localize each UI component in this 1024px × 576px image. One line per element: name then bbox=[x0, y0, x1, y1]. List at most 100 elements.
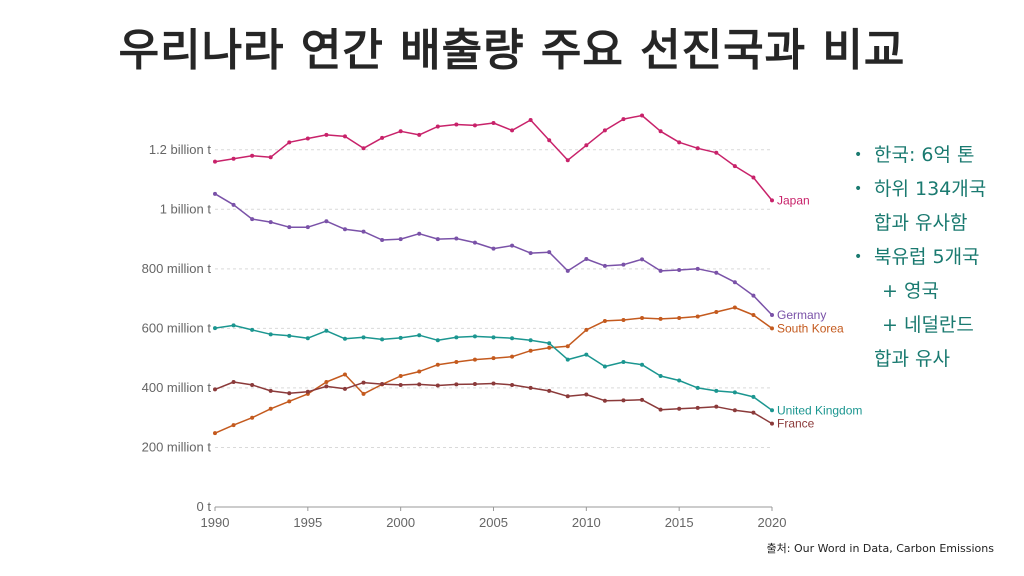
data-point bbox=[547, 341, 552, 346]
data-point bbox=[250, 382, 255, 387]
note-item-continued: + 영국 bbox=[852, 274, 1022, 308]
data-point bbox=[250, 327, 255, 332]
data-point bbox=[398, 335, 403, 340]
data-point bbox=[770, 312, 774, 317]
data-point bbox=[714, 150, 719, 155]
data-point bbox=[695, 146, 700, 151]
data-point bbox=[454, 335, 459, 340]
series-label-united-kingdom: United Kingdom bbox=[777, 403, 862, 417]
data-point bbox=[472, 382, 477, 387]
data-point bbox=[677, 406, 682, 411]
data-point bbox=[380, 135, 385, 140]
data-point bbox=[732, 390, 737, 395]
data-point bbox=[287, 225, 292, 230]
note-item: • 한국: 6억 톤 bbox=[852, 138, 1022, 172]
data-point bbox=[213, 326, 217, 331]
data-point bbox=[602, 128, 607, 133]
series-line-japan bbox=[214, 114, 773, 201]
chart-axes bbox=[214, 506, 773, 511]
data-point bbox=[547, 250, 552, 255]
data-point bbox=[417, 231, 422, 236]
data-point bbox=[714, 404, 719, 409]
data-point bbox=[250, 415, 255, 420]
data-point bbox=[491, 335, 496, 340]
data-point bbox=[324, 219, 329, 224]
data-point bbox=[584, 327, 589, 332]
data-point bbox=[268, 155, 273, 160]
data-point bbox=[751, 312, 756, 317]
data-point bbox=[770, 408, 774, 413]
data-point bbox=[398, 237, 403, 242]
data-point bbox=[751, 293, 756, 298]
data-point bbox=[324, 384, 329, 389]
data-point bbox=[231, 323, 236, 328]
data-point bbox=[324, 379, 329, 384]
data-point bbox=[435, 338, 440, 343]
data-point bbox=[695, 385, 700, 390]
data-point bbox=[361, 391, 366, 396]
y-axis-labels: 0 t 200 million t 400 million t 600 million… bbox=[142, 142, 212, 514]
data-point bbox=[677, 315, 682, 320]
data-point bbox=[305, 336, 310, 341]
data-point bbox=[565, 158, 570, 163]
page-title: 우리나라 연간 배출량 주요 선진국과 비교 bbox=[118, 25, 906, 76]
note-item-continued: + 네덜란드 bbox=[852, 308, 1022, 342]
data-point bbox=[602, 263, 607, 268]
data-point bbox=[528, 251, 533, 256]
note-text: 북유럽 5개국 bbox=[874, 246, 980, 268]
data-point bbox=[658, 374, 663, 379]
data-point bbox=[342, 386, 347, 391]
data-point bbox=[510, 128, 515, 133]
y-tick-label: 1 billion t bbox=[160, 201, 212, 216]
note-text: 합과 유사함 bbox=[874, 212, 968, 234]
data-point bbox=[510, 243, 515, 248]
data-point bbox=[677, 140, 682, 145]
x-tick-label: 2020 bbox=[758, 515, 787, 530]
data-point bbox=[305, 136, 310, 141]
data-point bbox=[213, 159, 217, 164]
data-point bbox=[213, 431, 217, 436]
series-line-south-korea bbox=[214, 306, 773, 434]
data-point bbox=[732, 280, 737, 285]
data-point bbox=[417, 369, 422, 374]
data-point bbox=[695, 266, 700, 271]
data-point bbox=[417, 382, 422, 387]
data-point bbox=[751, 175, 756, 180]
data-point bbox=[380, 237, 385, 242]
note-text: 한국: 6억 톤 bbox=[874, 144, 975, 166]
data-point bbox=[231, 202, 236, 207]
data-point bbox=[751, 410, 756, 415]
notes-panel: • 한국: 6억 톤 • 하위 134개국 합과 유사함 • 북유럽 5개국 + 영국… bbox=[852, 138, 1022, 376]
data-point bbox=[640, 257, 645, 262]
data-point bbox=[640, 113, 645, 118]
data-point bbox=[454, 382, 459, 387]
x-tick-label: 2010 bbox=[572, 515, 601, 530]
data-point bbox=[398, 129, 403, 134]
data-point bbox=[528, 118, 533, 122]
data-point bbox=[714, 310, 719, 315]
y-tick-label: 400 million t bbox=[142, 380, 212, 395]
data-point bbox=[305, 225, 310, 230]
data-point bbox=[342, 134, 347, 139]
data-point bbox=[565, 268, 570, 273]
data-point bbox=[695, 405, 700, 410]
data-point bbox=[435, 124, 440, 129]
data-point bbox=[621, 398, 626, 403]
data-point bbox=[472, 123, 477, 128]
data-point bbox=[732, 408, 737, 413]
bullet-icon: • bbox=[854, 249, 863, 265]
data-point bbox=[454, 122, 459, 127]
x-tick-label: 1995 bbox=[293, 515, 322, 530]
data-point bbox=[287, 399, 292, 404]
data-point bbox=[454, 360, 459, 365]
note-text: + 영국 bbox=[882, 280, 939, 302]
series-label-france: France bbox=[777, 417, 815, 431]
bullet-icon: • bbox=[854, 147, 863, 163]
data-point bbox=[305, 389, 310, 394]
data-point bbox=[602, 398, 607, 403]
data-point bbox=[435, 362, 440, 367]
note-text: 하위 134개국 bbox=[874, 178, 987, 200]
chart-grid bbox=[215, 149, 772, 448]
data-point bbox=[268, 220, 273, 225]
